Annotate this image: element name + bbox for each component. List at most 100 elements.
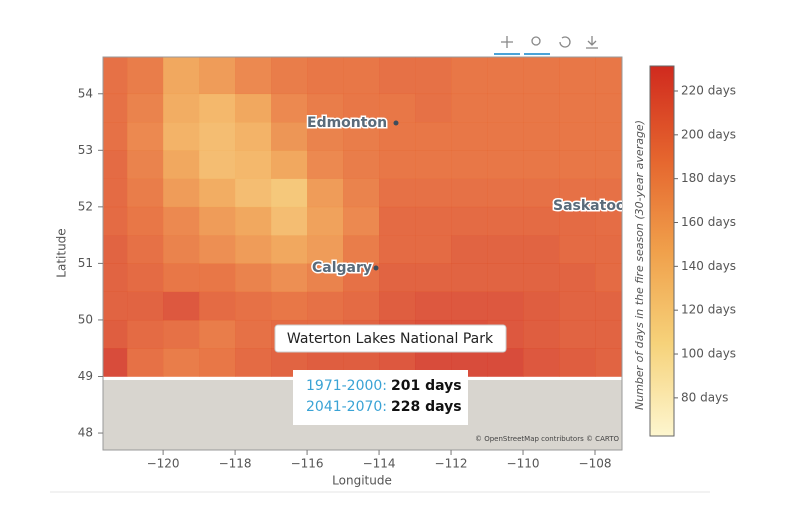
heat-cell	[559, 291, 596, 321]
heat-cell	[103, 348, 128, 377]
y-tick-label: 52	[78, 199, 93, 213]
heat-cell	[595, 57, 622, 95]
colorbar-tick-label: 200 days	[681, 127, 736, 141]
heat-cell	[103, 178, 128, 208]
city-dot	[393, 120, 399, 126]
heat-cell	[103, 235, 128, 264]
heat-cell	[343, 178, 380, 208]
reset-tool[interactable]	[559, 36, 571, 48]
y-tick-label: 51	[78, 256, 93, 270]
heat-cell	[523, 235, 560, 264]
heat-cell	[235, 178, 272, 208]
heat-cell	[415, 93, 452, 123]
colorbar	[649, 65, 675, 437]
colorbar-tick-label: 120 days	[681, 303, 736, 317]
heat-cell	[307, 150, 344, 179]
heat-cell	[235, 235, 272, 264]
heat-cell	[307, 206, 344, 236]
x-tick-label: −108	[579, 457, 612, 471]
heat-cell	[595, 122, 622, 151]
heat-cell	[451, 122, 488, 151]
heat-cell	[559, 93, 596, 123]
heat-cell	[307, 291, 344, 321]
heat-cell	[163, 93, 200, 123]
x-tick-label: −114	[363, 457, 396, 471]
info-period: 1971-2000:	[306, 378, 387, 394]
heat-cell	[127, 206, 164, 236]
heat-cell	[199, 57, 236, 95]
heat-cell	[163, 122, 200, 151]
heat-cell	[451, 291, 488, 321]
heat-cell	[343, 235, 380, 264]
heat-cell	[199, 206, 236, 236]
heat-cell	[523, 57, 560, 95]
heat-cell	[343, 291, 380, 321]
heat-cell	[415, 206, 452, 236]
heat-cell	[163, 348, 200, 377]
colorbar-tick-label: 220 days	[681, 83, 736, 97]
heat-cell	[343, 263, 380, 292]
x-tick-label: −116	[291, 457, 324, 471]
heat-cell	[487, 235, 524, 264]
heat-cell	[487, 122, 524, 151]
heat-cell	[127, 291, 164, 321]
heat-cell	[307, 57, 344, 95]
heat-cell	[307, 263, 344, 292]
heat-cell	[379, 93, 416, 123]
heat-cell	[235, 57, 272, 95]
heat-cell	[451, 150, 488, 179]
heat-cell	[415, 57, 452, 95]
attribution: © OpenStreetMap contributors © CARTO	[475, 435, 620, 443]
heat-cell	[235, 348, 272, 377]
y-axis-label: Latitude	[55, 228, 69, 277]
heat-cell	[595, 178, 622, 208]
heat-cell	[271, 263, 308, 292]
colorbar-tick-label: 140 days	[681, 259, 736, 273]
heat-cell	[307, 178, 344, 208]
heat-cell	[235, 93, 272, 123]
heat-cell	[163, 178, 200, 208]
heat-cell	[523, 93, 560, 123]
heat-cell	[451, 93, 488, 123]
heat-cell	[127, 93, 164, 123]
heat-cell	[163, 235, 200, 264]
toolbar	[494, 36, 598, 55]
heat-cell	[235, 291, 272, 321]
heat-cell	[103, 122, 128, 151]
heat-cell	[199, 235, 236, 264]
heat-cell	[271, 235, 308, 264]
heat-cell	[343, 57, 380, 95]
heat-cell	[415, 122, 452, 151]
heat-cell	[559, 319, 596, 349]
tooltip-text: Waterton Lakes National Park	[287, 331, 494, 347]
heat-cell	[379, 235, 416, 264]
heat-cell	[163, 319, 200, 349]
heat-cell	[559, 178, 596, 208]
heat-cell	[235, 122, 272, 151]
heat-cell	[307, 122, 344, 151]
info-row: 2041-2070: 228 days	[306, 399, 462, 415]
heat-cell	[415, 150, 452, 179]
heat-cell	[487, 178, 524, 208]
colorbar-label: Number of days in the fire season (30-ye…	[633, 120, 646, 410]
heat-cell	[163, 57, 200, 95]
city-label: Edmonton	[307, 115, 387, 131]
zoom-tool[interactable]	[531, 36, 541, 46]
x-axis-label: Longitude	[332, 474, 392, 488]
heat-cell	[487, 263, 524, 292]
heat-cell	[127, 122, 164, 151]
plot-frame	[102, 56, 623, 451]
info-value: 228 days	[391, 399, 462, 415]
city-label: Calgary	[312, 260, 372, 276]
city-label: Saskatoo	[553, 198, 626, 214]
heat-cell	[379, 178, 416, 208]
pan-tool[interactable]	[501, 36, 513, 48]
save-tool[interactable]	[586, 36, 598, 49]
heat-cell	[103, 291, 128, 321]
heat-cell	[559, 122, 596, 151]
heat-cell	[415, 178, 452, 208]
heat-cell	[199, 348, 236, 377]
heat-cell	[235, 206, 272, 236]
heat-cell	[451, 178, 488, 208]
y-tick-label: 49	[78, 369, 93, 383]
